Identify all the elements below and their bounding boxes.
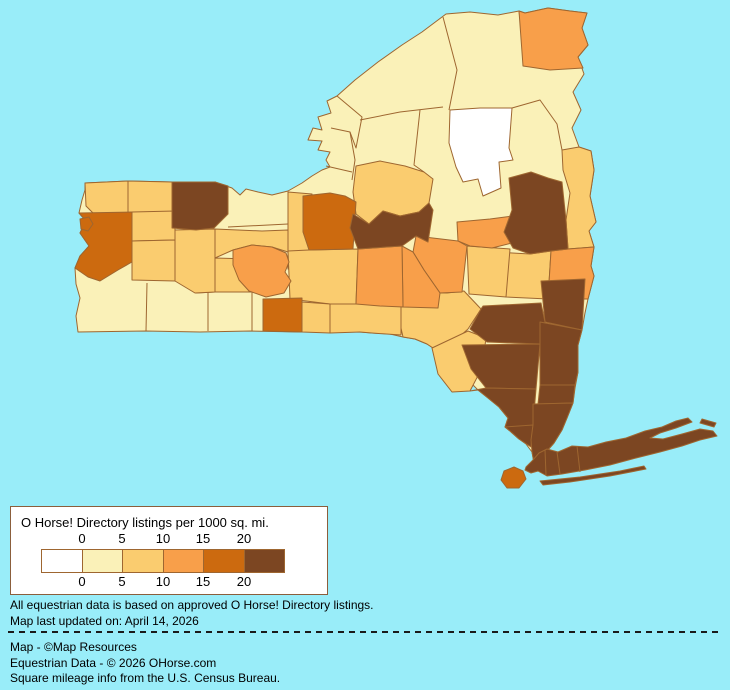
county-region[interactable] [287, 248, 359, 305]
dashed-divider [8, 631, 722, 633]
tick-label: 15 [195, 531, 211, 546]
county-region[interactable] [537, 384, 576, 405]
credit-equestrian-data: Equestrian Data - © 2026 OHorse.com [10, 656, 217, 670]
legend-swatch [122, 550, 163, 572]
tick-label: 10 [155, 574, 171, 589]
county-border-line [336, 95, 363, 149]
county-region[interactable] [500, 466, 527, 489]
footnote-last-updated: Map last updated on: April 14, 2026 [10, 614, 199, 628]
legend-ticks-bottom: 0 5 10 15 20 [41, 574, 285, 589]
county-region[interactable] [262, 297, 303, 333]
county-region[interactable] [561, 146, 597, 250]
county-border-line [511, 99, 563, 151]
tick-label: 20 [236, 531, 252, 546]
legend-color-ramp [41, 549, 285, 573]
county-region[interactable] [131, 210, 176, 242]
county-region[interactable] [79, 216, 94, 232]
tick-label: 20 [236, 574, 252, 589]
tick-label: 10 [155, 531, 171, 546]
county-region[interactable] [469, 302, 546, 345]
county-border-line [556, 451, 561, 475]
county-border-line [145, 282, 148, 332]
county-region[interactable] [174, 228, 216, 294]
county-region[interactable] [504, 424, 534, 448]
county-region[interactable] [301, 301, 331, 334]
ny-choropleth-map [74, 7, 718, 489]
credit-map: Map - ©Map Resources [10, 640, 137, 654]
county-border-line [442, 16, 458, 111]
county-border-line [359, 106, 444, 121]
county-region[interactable] [448, 107, 514, 197]
county-region[interactable] [503, 171, 569, 255]
tick-label: 15 [195, 574, 211, 589]
county-region[interactable] [539, 465, 647, 486]
county-border-line [330, 127, 356, 181]
legend-swatch [81, 550, 122, 572]
tick-label: 5 [118, 574, 126, 589]
legend-swatch [162, 550, 203, 572]
county-region[interactable] [518, 7, 589, 71]
county-region[interactable] [466, 245, 511, 298]
map-legend: O Horse! Directory listings per 1000 sq.… [10, 506, 328, 595]
county-region[interactable] [171, 181, 229, 231]
tick-label: 0 [78, 574, 86, 589]
county-region[interactable] [540, 278, 586, 331]
legend-ticks-top: 0 5 10 15 20 [41, 531, 285, 546]
county-border-line [576, 445, 581, 473]
county-region[interactable] [302, 192, 357, 251]
county-region[interactable] [539, 321, 583, 386]
county-region[interactable] [355, 245, 404, 308]
county-border-line [544, 449, 547, 476]
county-border-line [227, 223, 289, 228]
county-border-line [413, 109, 425, 173]
tick-label: 0 [78, 531, 86, 546]
county-region[interactable] [232, 244, 292, 298]
legend-swatch [203, 550, 244, 572]
county-region[interactable] [524, 417, 718, 477]
legend-title: O Horse! Directory listings per 1000 sq.… [21, 515, 269, 530]
legend-swatch [243, 550, 284, 572]
county-region[interactable] [699, 418, 717, 428]
county-border-line [325, 165, 353, 173]
tick-label: 5 [118, 531, 126, 546]
county-region[interactable] [131, 239, 176, 282]
credit-census: Square mileage info from the U.S. Census… [10, 671, 281, 685]
county-region[interactable] [349, 202, 434, 250]
footnote-data-source: All equestrian data is based on approved… [10, 598, 374, 612]
legend-swatch [42, 550, 82, 572]
